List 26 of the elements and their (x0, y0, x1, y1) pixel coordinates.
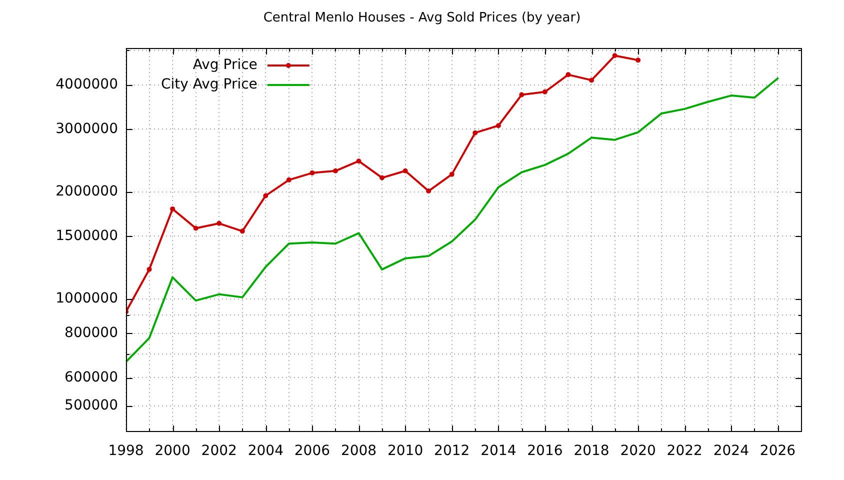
x-tick-label: 2000 (154, 443, 190, 460)
x-tick-label: 2002 (201, 443, 237, 460)
y-tick-label: 500000 (64, 398, 118, 414)
y-tick-label: 1000000 (56, 290, 118, 306)
y-tick-label: 4000000 (56, 76, 118, 92)
legend-label: Avg Price (192, 57, 258, 74)
x-tick-label: 2012 (434, 443, 470, 460)
x-tick-label: 2024 (713, 443, 750, 460)
x-tick-label: 1998 (108, 443, 144, 460)
x-tick-label: 2008 (340, 443, 377, 460)
x-tick-label: 2016 (527, 443, 563, 460)
x-tick-label: 2004 (248, 443, 284, 460)
y-tick-label: 2000000 (56, 183, 118, 200)
legend-label: City Avg Price (161, 76, 258, 93)
x-tick-label: 2018 (574, 443, 610, 460)
y-tick-label: 800000 (64, 324, 118, 341)
x-tick-label: 2006 (294, 443, 330, 460)
chart-title: Central Menlo Houses - Avg Sold Prices (by year) (263, 10, 581, 26)
y-tick-label: 3000000 (56, 120, 118, 137)
x-tick-label: 2026 (760, 443, 796, 460)
y-tick-label: 1500000 (56, 228, 118, 244)
y-tick-label: 600000 (64, 369, 118, 386)
x-tick-label: 2014 (480, 443, 516, 460)
x-tick-label: 2010 (387, 443, 424, 460)
x-tick-label: 2022 (666, 443, 702, 460)
x-tick-label: 2020 (620, 443, 656, 460)
